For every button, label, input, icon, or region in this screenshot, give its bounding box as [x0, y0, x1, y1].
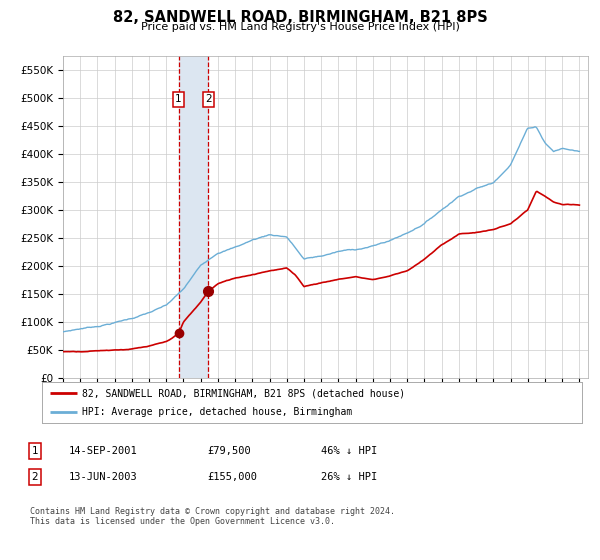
Text: 46% ↓ HPI: 46% ↓ HPI	[321, 446, 377, 456]
Text: £155,000: £155,000	[207, 472, 257, 482]
Text: 2: 2	[205, 95, 212, 105]
Text: HPI: Average price, detached house, Birmingham: HPI: Average price, detached house, Birm…	[83, 407, 353, 417]
Text: £79,500: £79,500	[207, 446, 251, 456]
Text: Contains HM Land Registry data © Crown copyright and database right 2024.
This d: Contains HM Land Registry data © Crown c…	[30, 507, 395, 526]
Text: 26% ↓ HPI: 26% ↓ HPI	[321, 472, 377, 482]
Text: 14-SEP-2001: 14-SEP-2001	[69, 446, 138, 456]
Bar	[179, 56, 208, 378]
Text: Price paid vs. HM Land Registry's House Price Index (HPI): Price paid vs. HM Land Registry's House …	[140, 22, 460, 32]
Text: 2: 2	[31, 472, 38, 482]
Text: 82, SANDWELL ROAD, BIRMINGHAM, B21 8PS (detached house): 82, SANDWELL ROAD, BIRMINGHAM, B21 8PS (…	[83, 389, 406, 398]
Text: 1: 1	[31, 446, 38, 456]
Text: 82, SANDWELL ROAD, BIRMINGHAM, B21 8PS: 82, SANDWELL ROAD, BIRMINGHAM, B21 8PS	[113, 10, 487, 25]
Text: 13-JUN-2003: 13-JUN-2003	[69, 472, 138, 482]
Text: 1: 1	[175, 95, 182, 105]
